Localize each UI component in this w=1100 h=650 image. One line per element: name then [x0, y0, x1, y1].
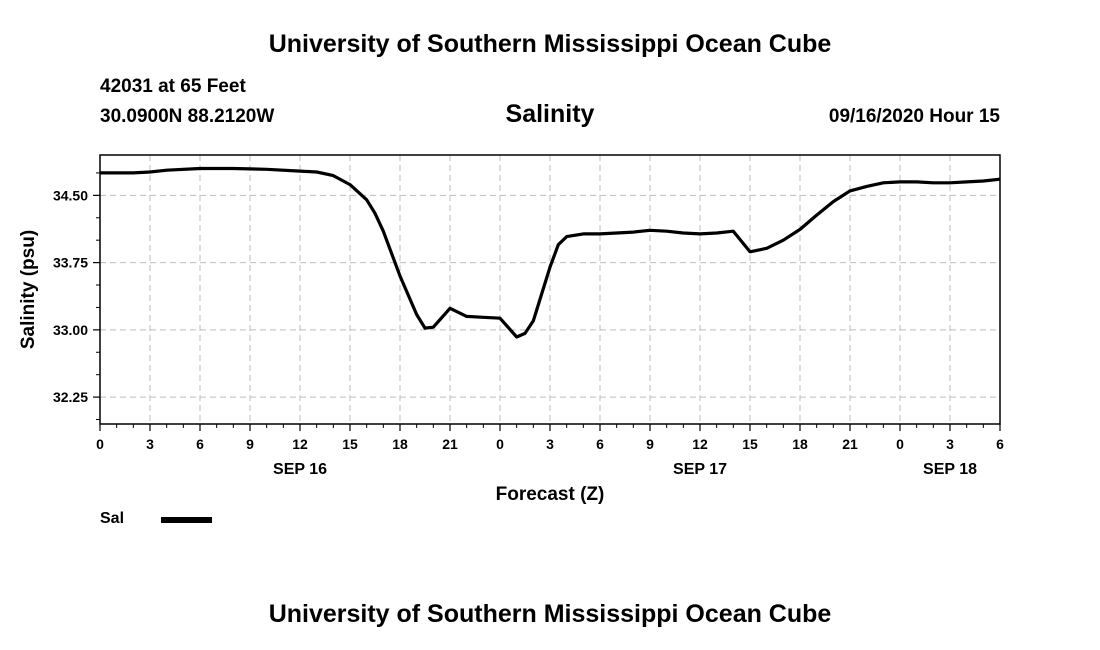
- y-tick-label: 34.50: [53, 187, 88, 203]
- plot-frame: [99, 154, 1001, 425]
- x-tick-label: 21: [442, 436, 458, 452]
- x-tick-label: 15: [742, 436, 758, 452]
- date-label: SEP 16: [273, 461, 327, 478]
- x-tick-label: 15: [342, 436, 358, 452]
- coordinates-label: 30.0900N 88.2120W: [100, 106, 275, 127]
- date-label: SEP 18: [923, 461, 977, 478]
- page-title: University of Southern Mississippi Ocean…: [268, 30, 832, 58]
- station-label: 42031 at 65 Feet: [100, 76, 246, 97]
- x-tick-label: 9: [246, 436, 254, 452]
- y-tick-label: 33.75: [53, 255, 88, 271]
- x-tick-label: 6: [596, 436, 604, 452]
- date-label: SEP 17: [673, 461, 727, 478]
- y-tick-label: 32.25: [53, 389, 88, 405]
- x-tick-label: 3: [146, 436, 154, 452]
- x-tick-label: 9: [646, 436, 654, 452]
- x-tick-label: 18: [792, 436, 808, 452]
- legend-label: Sal: [100, 510, 125, 527]
- datetime-label: 09/16/2020 Hour 15: [828, 106, 1000, 127]
- x-tick-label: 3: [946, 436, 954, 452]
- y-axis-label: Salinity (psu): [18, 230, 39, 349]
- x-tick-label: 6: [196, 436, 204, 452]
- chart-title: Salinity: [505, 100, 595, 128]
- x-tick-label: 3: [546, 436, 554, 452]
- x-tick-label: 21: [842, 436, 858, 452]
- footer-title: University of Southern Mississippi Ocean…: [268, 600, 832, 628]
- x-tick-label: 0: [896, 436, 904, 452]
- x-tick-label: 0: [96, 436, 104, 452]
- legend-line-swatch: [161, 517, 212, 523]
- y-tick-label: 33.00: [53, 322, 88, 338]
- x-tick-label: 12: [292, 436, 308, 452]
- x-tick-label: 18: [392, 436, 408, 452]
- x-axis-label: Forecast (Z): [496, 484, 605, 505]
- series-line-salinity: [100, 166, 1001, 339]
- x-tick-label: 0: [496, 436, 504, 452]
- x-tick-label: 12: [692, 436, 708, 452]
- x-tick-label: 6: [996, 436, 1004, 452]
